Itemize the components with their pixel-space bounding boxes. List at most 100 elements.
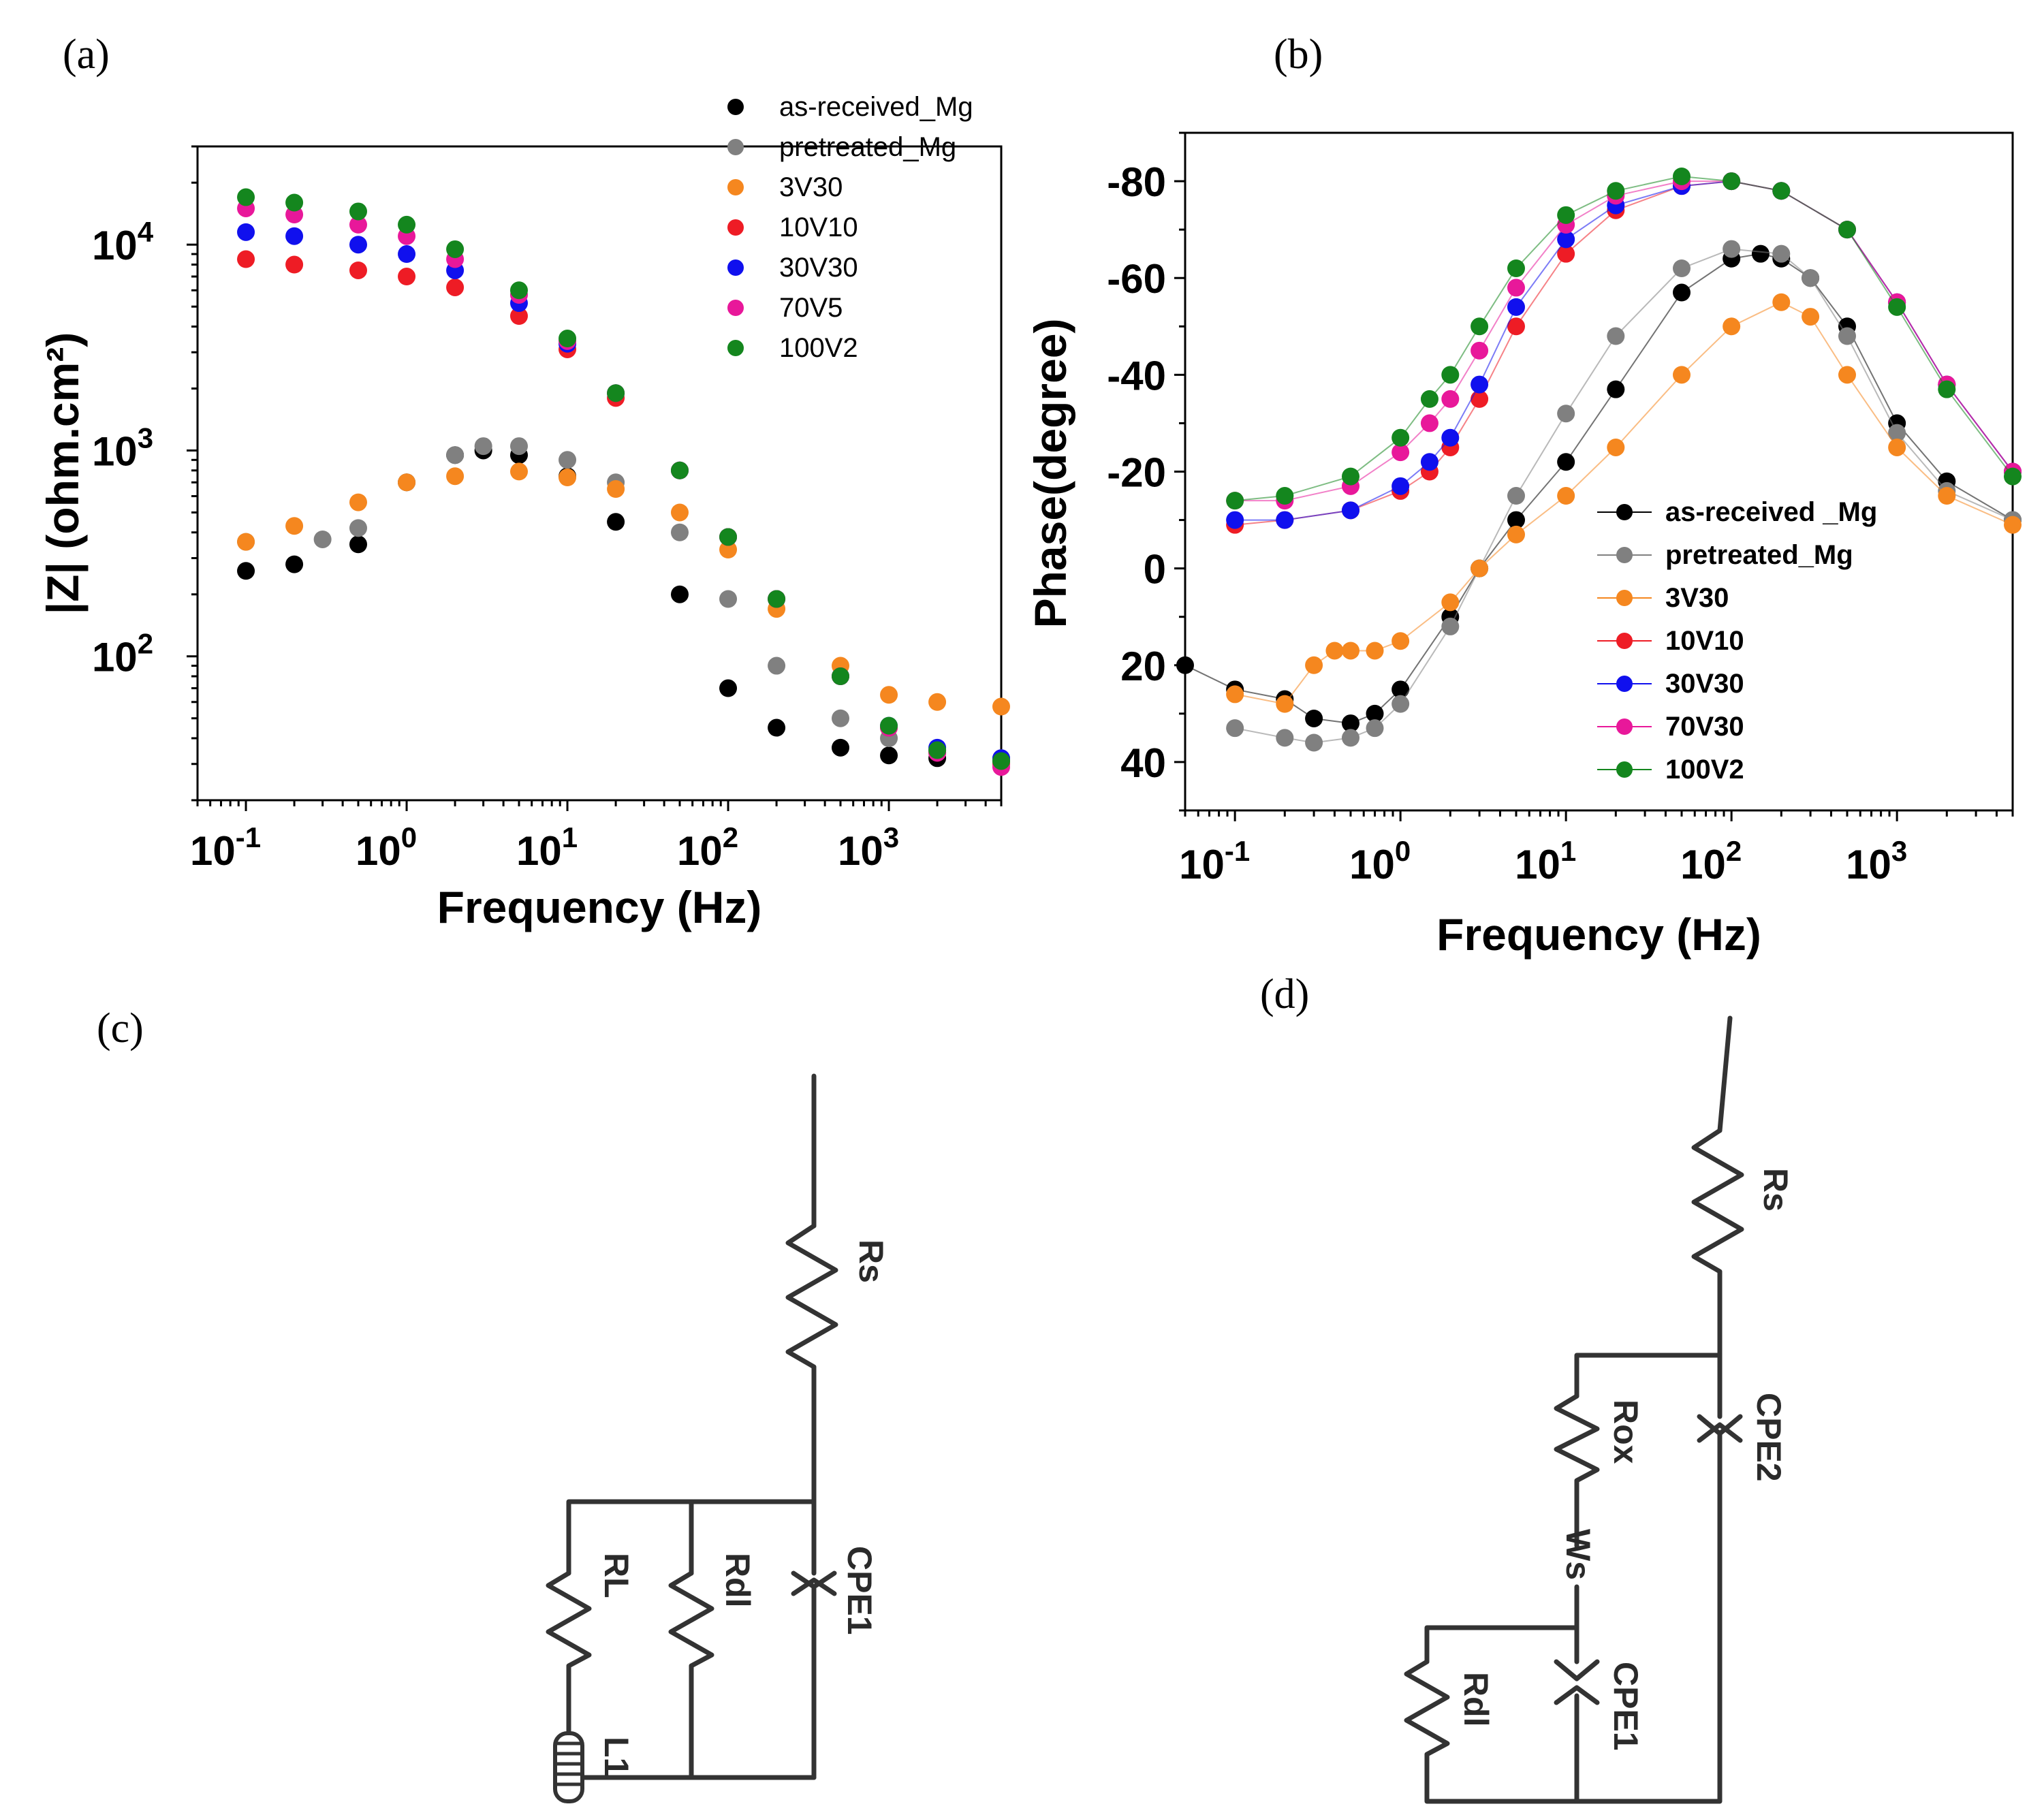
data-point [1607, 327, 1625, 345]
data-point [1471, 317, 1489, 336]
data-point [1673, 259, 1691, 277]
label-rdl-c: Rdl [719, 1553, 757, 1608]
data-point [1557, 230, 1575, 249]
legend-label: 70V5 [779, 293, 843, 323]
label-l1: L1 [597, 1737, 635, 1776]
data-point [1772, 182, 1791, 200]
data-point [1226, 685, 1244, 704]
chart-a-legend: as-received_Mg pretreated_Mg 3V30 10V10 30V3… [727, 92, 973, 363]
data-point [1226, 719, 1244, 738]
chart-a-frame [196, 145, 1003, 802]
data-point [768, 657, 786, 675]
data-point [1420, 414, 1438, 432]
legend-label: pretreated_Mg [779, 132, 956, 162]
label-cpe2: CPE2 [1750, 1393, 1788, 1482]
data-point [1888, 438, 1906, 456]
data-point [237, 250, 255, 268]
data-point [237, 223, 255, 241]
data-point [559, 451, 577, 469]
data-point [928, 693, 947, 711]
data-point [832, 709, 849, 727]
data-point [510, 462, 528, 481]
data-point [1838, 221, 1856, 239]
data-point [1471, 390, 1489, 408]
data-point [349, 493, 367, 511]
data-point [398, 215, 416, 234]
data-point [671, 585, 689, 603]
label-rl: RL [597, 1553, 635, 1598]
y-tick-label: 103 [92, 422, 153, 474]
data-point [398, 268, 416, 286]
data-point [1276, 729, 1294, 747]
data-point [510, 307, 528, 326]
circuit-d-wires [1404, 1015, 1744, 1804]
data-point [1226, 511, 1244, 529]
data-point [1888, 424, 1906, 442]
chart-b-marks [1176, 167, 2022, 752]
x-tick-label: 102 [1680, 835, 1742, 887]
data-point [1507, 511, 1525, 529]
x-tick-label: 10-1 [1179, 835, 1250, 887]
data-point [1471, 559, 1489, 578]
chart-a-impedance-magnitude: 10-1 100 101 102 103 102 103 104 Frequency (Hz) |… [37, 92, 1010, 932]
data-point [1420, 390, 1438, 408]
panel-label-d: (d) [1260, 971, 1309, 1017]
data-point [1441, 617, 1460, 635]
data-point [1557, 453, 1575, 471]
data-point [1507, 298, 1525, 316]
data-point [1507, 259, 1525, 277]
data-point [559, 330, 577, 348]
legend-label: as-received_Mg [779, 92, 973, 122]
data-point [1607, 438, 1625, 456]
data-point [1441, 390, 1460, 408]
data-point [719, 541, 738, 559]
legend-marker [1616, 590, 1633, 606]
circuit-c: Rs RL Rdl CPE1 L1 [546, 1073, 890, 1803]
x-tick-label: 101 [1515, 835, 1576, 887]
y-axis-label: |Z| (ohm.cm²) [37, 332, 89, 615]
data-point [1441, 593, 1460, 612]
data-point [1392, 477, 1410, 495]
data-point [928, 741, 947, 759]
y-tick-label: 20 [1120, 644, 1166, 689]
legend-label: 10V10 [1665, 626, 1744, 656]
data-point [1673, 283, 1691, 302]
data-point [768, 718, 786, 737]
chart-a-axes: 10-1 100 101 102 103 102 103 104 Frequency (Hz) |… [37, 145, 1003, 932]
data-point [349, 236, 367, 254]
y-axis-label: Phase(degree) [1025, 319, 1075, 629]
label-rox: Rox [1607, 1400, 1645, 1464]
data-point [1557, 206, 1575, 224]
data-point [1607, 380, 1625, 398]
data-point [719, 528, 738, 546]
y-tick-label: -60 [1107, 256, 1166, 302]
data-point [719, 590, 738, 608]
data-point [446, 278, 465, 296]
inductor-l1-icon [553, 1731, 584, 1803]
data-point [2004, 467, 2022, 486]
y-tick-label: -80 [1107, 159, 1166, 205]
label-rs-c: Rs [852, 1239, 890, 1283]
data-point [349, 535, 367, 554]
data-point [2004, 516, 2022, 534]
data-point [1772, 244, 1791, 263]
legend-marker [1616, 761, 1633, 778]
data-point [1305, 709, 1323, 727]
data-point [1342, 467, 1359, 486]
data-point [1226, 492, 1244, 510]
data-point [285, 517, 304, 535]
data-point [607, 480, 625, 499]
data-point [1325, 642, 1344, 660]
x-tick-label: 103 [1846, 835, 1907, 887]
circuit-d: Rs Rox Ws CPE2 Rdl CPE1 [1404, 1015, 1795, 1804]
data-point [1392, 632, 1410, 650]
data-point [446, 467, 465, 486]
data-point [349, 519, 367, 537]
data-point [1420, 453, 1438, 471]
data-point [349, 202, 367, 221]
data-point [510, 437, 528, 456]
data-point [1557, 405, 1575, 423]
legend-label: 100V2 [779, 333, 858, 363]
data-point [1751, 244, 1770, 263]
